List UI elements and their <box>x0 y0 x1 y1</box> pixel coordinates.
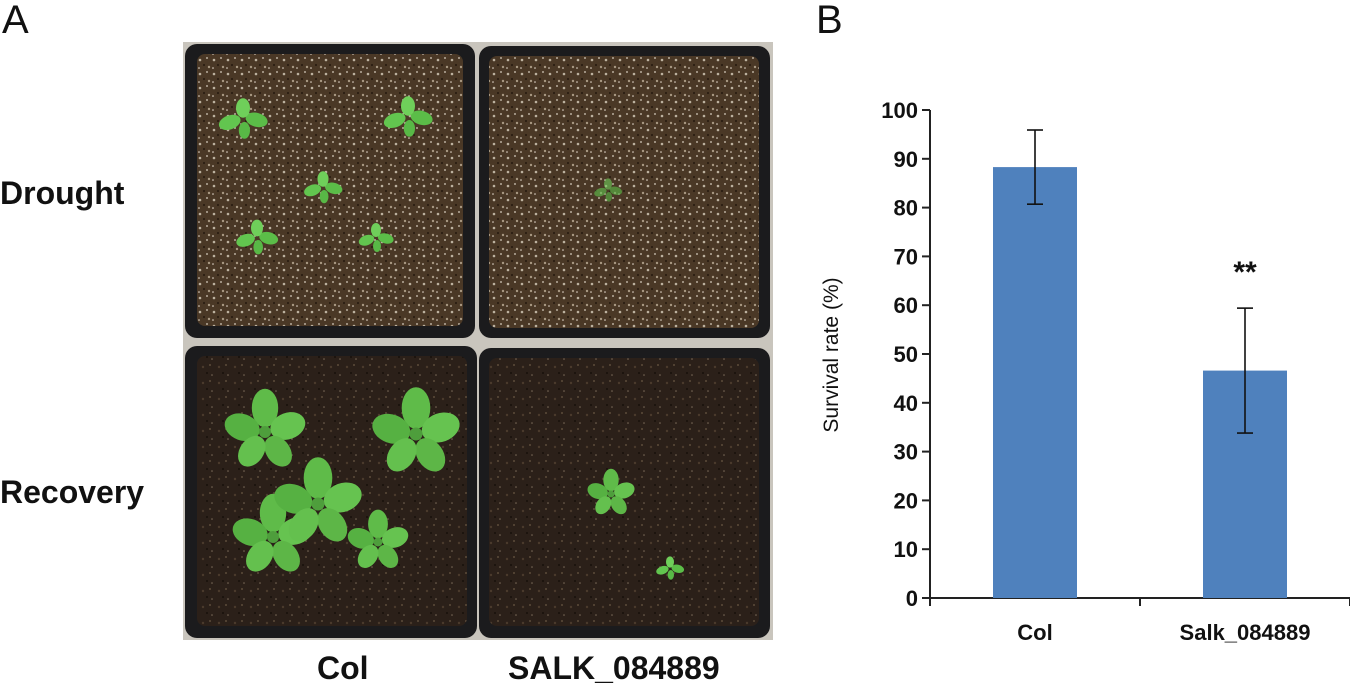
row-label-recovery: Recovery <box>0 474 145 510</box>
y-tick-label: 0 <box>906 586 918 611</box>
y-tick-label: 60 <box>894 293 918 318</box>
y-tick-label: 100 <box>881 98 918 123</box>
y-tick-label: 40 <box>894 391 918 416</box>
significance-annotation: ** <box>1233 256 1257 289</box>
row-label-drought: Drought <box>0 175 125 211</box>
plant-tray-photo <box>183 42 773 640</box>
y-tick-label: 50 <box>894 342 918 367</box>
y-tick-label: 30 <box>894 440 918 465</box>
panel-b-letter: B <box>816 0 843 42</box>
y-tick-label: 90 <box>894 147 918 172</box>
y-axis-label: Survival rate (%) <box>820 277 843 432</box>
x-tick-label: Salk_084889 <box>1180 620 1311 645</box>
bar <box>993 167 1077 598</box>
col-label-salk: SALK_084889 <box>508 650 720 686</box>
y-tick-label: 20 <box>894 488 918 513</box>
chart-ticks: 0 10 20 30 40 50 60 70 80 90 100 Col Salk_084889 <box>881 98 1350 645</box>
chart-bars: ** <box>993 129 1287 598</box>
y-tick-label: 10 <box>894 537 918 562</box>
x-tick-label: Col <box>1017 620 1052 645</box>
panel-a-letter: A <box>2 0 29 42</box>
col-label-col: Col <box>317 650 369 686</box>
y-tick-label: 70 <box>894 244 918 269</box>
y-tick-label: 80 <box>894 196 918 221</box>
